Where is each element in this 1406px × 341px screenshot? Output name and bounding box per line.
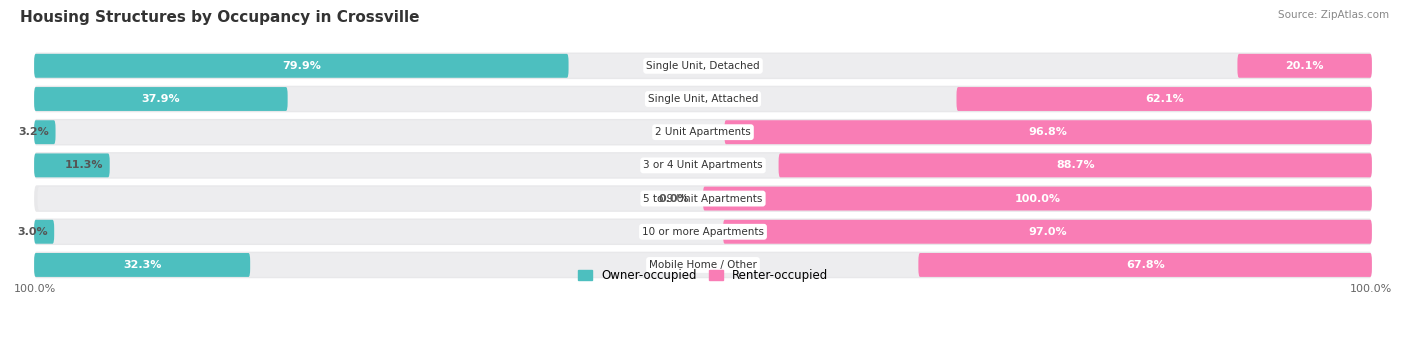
FancyBboxPatch shape [956,87,1372,111]
FancyBboxPatch shape [1237,54,1372,78]
Text: Mobile Home / Other: Mobile Home / Other [650,260,756,270]
Text: 5 to 9 Unit Apartments: 5 to 9 Unit Apartments [644,194,762,204]
Text: 10 or more Apartments: 10 or more Apartments [643,227,763,237]
FancyBboxPatch shape [918,253,1372,277]
FancyBboxPatch shape [38,120,1368,144]
FancyBboxPatch shape [34,152,1372,179]
FancyBboxPatch shape [723,220,1372,244]
FancyBboxPatch shape [34,220,55,244]
FancyBboxPatch shape [779,153,1372,177]
FancyBboxPatch shape [34,253,250,277]
FancyBboxPatch shape [38,153,1368,177]
Text: Source: ZipAtlas.com: Source: ZipAtlas.com [1278,10,1389,20]
FancyBboxPatch shape [38,253,1368,277]
Text: 11.3%: 11.3% [65,160,103,170]
Text: 97.0%: 97.0% [1028,227,1067,237]
FancyBboxPatch shape [34,185,1372,212]
Text: 0.0%: 0.0% [659,194,689,204]
Text: 32.3%: 32.3% [122,260,162,270]
Text: 3.2%: 3.2% [18,127,49,137]
FancyBboxPatch shape [34,120,55,144]
Text: 100.0%: 100.0% [1015,194,1060,204]
FancyBboxPatch shape [34,53,1372,79]
Text: 2 Unit Apartments: 2 Unit Apartments [655,127,751,137]
Text: Housing Structures by Occupancy in Crossville: Housing Structures by Occupancy in Cross… [20,10,419,25]
Text: 100.0%: 100.0% [14,284,56,294]
FancyBboxPatch shape [34,87,288,111]
Text: 100.0%: 100.0% [1350,284,1392,294]
Text: Single Unit, Detached: Single Unit, Detached [647,61,759,71]
FancyBboxPatch shape [38,54,1368,78]
Text: 37.9%: 37.9% [142,94,180,104]
Text: 96.8%: 96.8% [1029,127,1067,137]
Text: 3.0%: 3.0% [17,227,48,237]
Text: 3 or 4 Unit Apartments: 3 or 4 Unit Apartments [643,160,763,170]
FancyBboxPatch shape [38,187,1368,210]
Text: 79.9%: 79.9% [283,61,321,71]
FancyBboxPatch shape [34,119,1372,146]
FancyBboxPatch shape [34,86,1372,112]
Legend: Owner-occupied, Renter-occupied: Owner-occupied, Renter-occupied [572,264,834,286]
FancyBboxPatch shape [38,87,1368,111]
FancyBboxPatch shape [724,120,1372,144]
FancyBboxPatch shape [38,220,1368,244]
FancyBboxPatch shape [703,187,1372,210]
FancyBboxPatch shape [34,252,1372,278]
FancyBboxPatch shape [34,54,568,78]
Text: Single Unit, Attached: Single Unit, Attached [648,94,758,104]
FancyBboxPatch shape [34,153,110,177]
Text: 67.8%: 67.8% [1126,260,1164,270]
Text: 62.1%: 62.1% [1144,94,1184,104]
Text: 20.1%: 20.1% [1285,61,1324,71]
FancyBboxPatch shape [34,219,1372,245]
Text: 88.7%: 88.7% [1056,160,1094,170]
